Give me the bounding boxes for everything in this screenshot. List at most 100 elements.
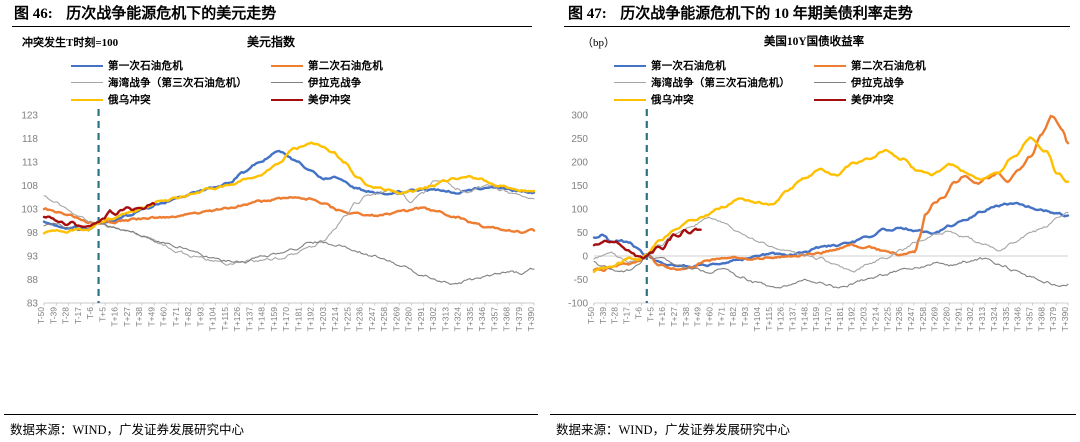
legend-swatch-icon — [271, 82, 303, 83]
x-axis-tick-label: T-50 — [586, 307, 596, 324]
x-axis-tick-label: T+38 — [134, 307, 144, 327]
x-axis-tick-label: T-50 — [36, 307, 46, 324]
x-axis-tick-label: T+203 — [318, 307, 328, 332]
x-axis-tick-label: T+93 — [195, 307, 205, 327]
x-axis-tick-label: T+247 — [906, 307, 916, 332]
x-axis-tick-label: T+269 — [930, 307, 940, 332]
x-axis-tick-label: T+71 — [171, 307, 181, 327]
x-axis-tick-label: T+148 — [799, 307, 809, 332]
x-axis-tick-label: T+82 — [183, 307, 193, 327]
legend-swatch-icon — [614, 98, 646, 101]
x-axis-tick-label: T+390 — [1060, 307, 1070, 332]
x-axis-tick-label: T+71 — [716, 307, 726, 327]
x-axis-tick-label: T+137 — [787, 307, 797, 332]
x-axis-tick-label: T+126 — [232, 307, 242, 332]
x-axis-tick-label: T+291 — [416, 307, 426, 332]
series-line-1 — [42, 195, 536, 235]
figure-47-legend-item-3: 伊拉克战争 — [814, 74, 1014, 91]
x-axis-tick-label: T+16 — [657, 307, 667, 327]
figure-46-bottom-rule — [4, 414, 538, 415]
figure-46-legend-item-1: 第二次石油危机 — [271, 57, 471, 74]
figure-47-source: 数据来源：WIND，广发证券发展研究中心 — [556, 423, 791, 437]
x-axis-tick-label: T+170 — [823, 307, 833, 332]
figure-46-label: 图 46: — [14, 6, 53, 22]
figure-47-legend-item-5: 美伊冲突 — [814, 91, 1014, 108]
series-line-2 — [593, 211, 1069, 273]
x-axis-tick-label: T+236 — [355, 307, 365, 332]
x-axis-tick-label: T+159 — [269, 307, 279, 332]
x-axis-tick-label: T+104 — [752, 307, 762, 332]
series-line-3 — [593, 254, 1069, 289]
x-axis-tick-label: T+280 — [404, 307, 414, 332]
figure-47-legend-label-1: 第二次石油危机 — [851, 61, 926, 72]
x-axis-tick-label: T+346 — [1013, 307, 1023, 332]
x-axis-tick-label: T+225 — [342, 307, 352, 332]
figure-46-legend-label-1: 第二次石油危机 — [308, 61, 383, 72]
x-axis-tick-label: T+137 — [244, 307, 254, 332]
x-axis-tick-label: T+390 — [526, 307, 536, 332]
x-axis-tick-label: T+335 — [1001, 307, 1011, 332]
figure-47-unit-note: （bp） — [582, 37, 615, 49]
figure-47-top-rule — [564, 26, 1070, 27]
y-axis-tick-label: 250 — [571, 134, 588, 145]
y-axis-tick-label: -50 — [574, 275, 589, 286]
figure-47-chart-header: （bp） 美国10Y国债收益率 — [554, 32, 1074, 54]
x-axis-tick-label: T+16 — [110, 307, 120, 327]
panel-divider — [540, 0, 541, 442]
x-axis-tick-label: T+27 — [122, 307, 132, 327]
y-axis-tick-label: 98 — [27, 228, 39, 239]
x-axis-tick-label: T+192 — [847, 307, 857, 332]
y-axis-tick-label: 123 — [21, 111, 38, 122]
figure-47-legend-item-1: 第二次石油危机 — [814, 57, 1014, 74]
x-axis-tick-label: T+346 — [477, 307, 487, 332]
y-axis-tick-label: 200 — [571, 158, 588, 169]
x-axis-tick-label: T+247 — [367, 307, 377, 332]
series-line-4 — [592, 136, 1070, 274]
x-axis-tick-label: T+126 — [776, 307, 786, 332]
y-axis-tick-label: 93 — [27, 252, 39, 263]
figure-47-legend-item-0: 第一次石油危机 — [614, 57, 814, 74]
x-axis-tick-label: T+203 — [859, 307, 869, 332]
x-axis-tick-label: T+236 — [894, 307, 904, 332]
figure-46-legend-item-4: 俄乌冲突 — [71, 91, 271, 108]
x-axis-tick-label: T+49 — [693, 307, 703, 327]
legend-swatch-icon — [614, 64, 646, 67]
x-axis-tick-label: T+82 — [728, 307, 738, 327]
series-line-4 — [42, 141, 536, 235]
x-axis-tick-label: T+225 — [882, 307, 892, 332]
y-axis-tick-label: 118 — [22, 134, 38, 145]
x-axis-tick-label: T+258 — [918, 307, 928, 332]
figure-47-legend-label-5: 美伊冲突 — [851, 95, 894, 106]
y-axis-tick-label: 100 — [571, 205, 588, 216]
x-axis-tick-label: T+313 — [977, 307, 987, 332]
x-axis-tick-label: T+368 — [1036, 307, 1046, 332]
x-axis-tick-label: T+27 — [669, 307, 679, 327]
y-axis-tick-label: 0 — [582, 252, 588, 263]
figure-46-caption: 图 46: 历次战争能源危机下的美元走势 — [8, 0, 534, 24]
series-line-5 — [592, 227, 702, 260]
x-axis-tick-label: T+148 — [257, 307, 267, 332]
figure-46-chart-header: 冲突发生T时刻=100 美元指数 — [8, 32, 534, 54]
figure-panel-46: 图 46: 历次战争能源危机下的美元走势 冲突发生T时刻=100 美元指数 第一… — [4, 0, 538, 437]
x-axis-tick-label: T+104 — [208, 307, 218, 332]
x-axis-tick-label: T+302 — [428, 307, 438, 332]
figure-47-legend-item-2: 海湾战争（第三次石油危机） — [614, 74, 814, 91]
x-axis-tick-label: T-39 — [598, 307, 608, 324]
y-axis-tick-label: 113 — [22, 158, 38, 169]
x-axis-tick-label: T+357 — [489, 307, 499, 332]
figure-46-legend-item-3: 伊拉克战争 — [271, 74, 471, 91]
x-axis-tick-label: T+192 — [306, 307, 316, 332]
figure-46-legend-label-4: 俄乌冲突 — [108, 95, 151, 106]
figure-47-caption: 图 47: 历次战争能源危机下的 10 年期美债利率走势 — [554, 0, 1074, 24]
x-axis-tick-label: T-17 — [73, 307, 83, 324]
legend-swatch-icon — [271, 64, 303, 67]
figure-46-legend-label-3: 伊拉克战争 — [308, 78, 362, 89]
figure-46-legend: 第一次石油危机 第二次石油危机 海湾战争（第三次石油危机） 伊拉克战争 俄乌冲突 美伊冲突 — [8, 57, 534, 109]
legend-swatch-icon — [814, 64, 846, 67]
y-axis-tick-label: 108 — [21, 181, 38, 192]
figure-47-plot: -100 -50 0 50 100 150 200 250 300 T-50 T-39 T-28 T-1… — [554, 109, 1074, 347]
figure-47-legend-label-4: 俄乌冲突 — [651, 95, 694, 106]
x-axis-tick-label: T+291 — [953, 307, 963, 332]
x-axis-tick-label: T+357 — [1025, 307, 1035, 332]
